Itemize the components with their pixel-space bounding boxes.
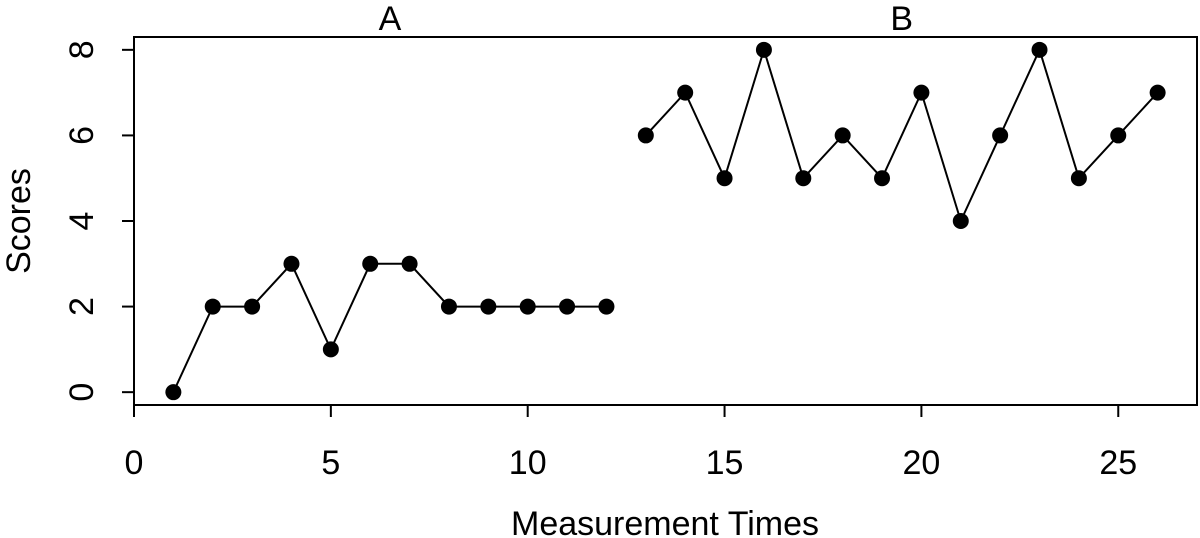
data-point	[716, 170, 733, 187]
data-point	[637, 127, 654, 144]
data-point	[204, 298, 221, 315]
y-tick-label: 8	[63, 40, 101, 59]
data-point	[165, 384, 182, 401]
data-point	[677, 84, 694, 101]
data-point	[244, 298, 261, 315]
data-point	[559, 298, 576, 315]
x-tick-label: 25	[1099, 444, 1137, 482]
data-point	[1110, 127, 1127, 144]
data-point	[401, 255, 418, 272]
x-tick-label: 10	[509, 444, 547, 482]
data-point	[440, 298, 457, 315]
x-tick-label: 0	[125, 444, 144, 482]
data-point	[362, 255, 379, 272]
data-point	[1070, 170, 1087, 187]
data-point	[1149, 84, 1166, 101]
data-point	[834, 127, 851, 144]
phase-label-a: A	[379, 0, 402, 38]
y-axis-title: Scores	[0, 168, 38, 274]
data-point	[480, 298, 497, 315]
data-point	[992, 127, 1009, 144]
series-group	[165, 41, 1166, 401]
x-tick-label: 15	[706, 444, 744, 482]
y-tick-label: 2	[63, 297, 101, 316]
data-point	[519, 298, 536, 315]
x-axis-title: Measurement Times	[511, 505, 819, 538]
data-point	[598, 298, 615, 315]
x-axis: 0 5 10 15 20 25	[125, 404, 1137, 482]
plot-frame	[133, 36, 1198, 406]
series-phase-b	[637, 41, 1166, 229]
y-tick-label: 6	[63, 126, 101, 145]
data-point	[283, 255, 300, 272]
data-point	[913, 84, 930, 101]
data-point	[322, 341, 339, 358]
data-point	[874, 170, 891, 187]
data-point	[1031, 41, 1048, 58]
data-point	[755, 41, 772, 58]
series-line	[645, 46, 1159, 224]
phase-label-b: B	[890, 0, 913, 38]
x-tick-label: 5	[321, 444, 340, 482]
y-tick-label: 4	[63, 212, 101, 231]
data-point	[795, 170, 812, 187]
y-axis: 0 2 4 6 8	[63, 40, 135, 402]
series-phase-a	[165, 255, 615, 401]
series-line	[172, 262, 607, 393]
y-tick-label: 0	[63, 383, 101, 402]
data-point	[952, 213, 969, 229]
x-tick-label: 20	[902, 444, 940, 482]
